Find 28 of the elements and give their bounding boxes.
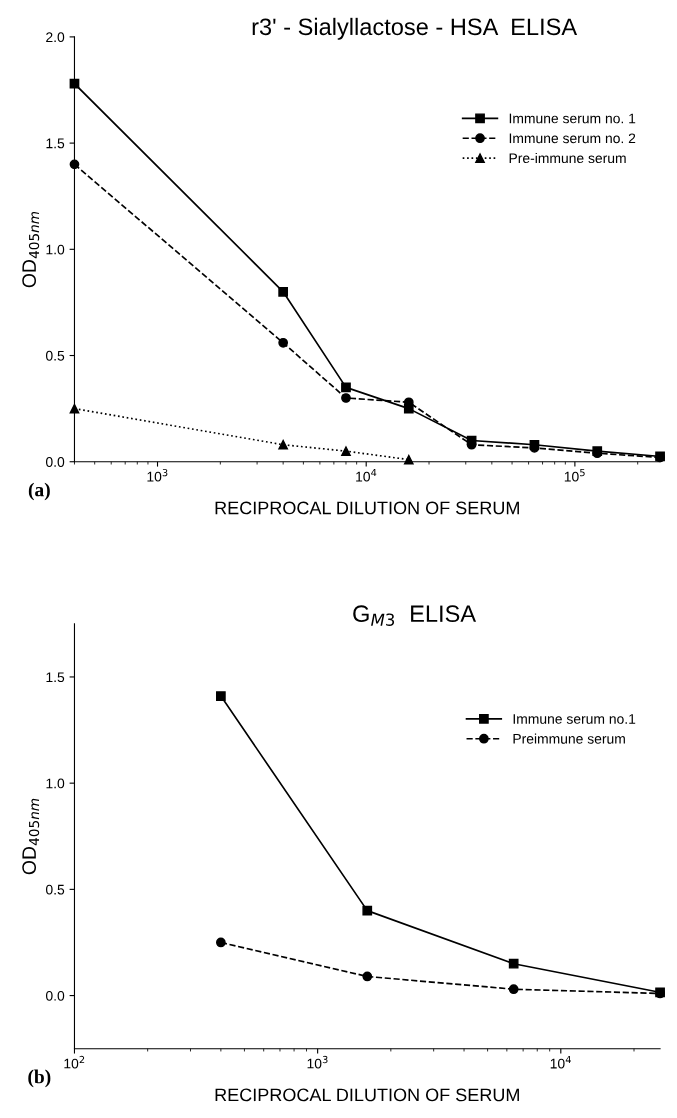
x-tick-label: 10$^{5}$	[564, 469, 585, 482]
x-axis-title: RECIPROCAL DILUTION OF SERUM	[215, 501, 519, 515]
legend-label: Immune serum no.1	[513, 714, 636, 724]
text: (b)	[28, 1069, 51, 1088]
x-tick-label: 10$^{3}$	[307, 1055, 328, 1069]
legend-label: Preimmune serum	[513, 733, 625, 744]
chart-title: G$_{M3}$ ELISA	[353, 605, 477, 626]
y-axis-title: OD$_{405nm}$	[22, 798, 40, 875]
y-tick-label: 1.0	[46, 244, 65, 255]
x-tick-label: 10$^{3}$	[147, 468, 168, 482]
legend-label: Pre-immune serum	[509, 152, 626, 164]
y-tick-label: 1.5	[46, 672, 65, 683]
y-tick-label: 0.0	[45, 990, 65, 1001]
text: (a)	[28, 482, 50, 501]
x-tick-label: 10$^{2}$	[64, 1055, 85, 1069]
y-tick-label: 0.0	[45, 457, 65, 467]
legend-label: Immune serum no. 1	[509, 113, 636, 124]
chart-title: r3' - Sialyllactose - HSA ELISA	[252, 17, 578, 40]
x-tick-label: 10$^{4}$	[550, 1055, 571, 1069]
y-tick-label: 0.5	[45, 884, 65, 895]
y-tick-label: 0.5	[45, 350, 65, 361]
y-tick-label: 2.0	[46, 32, 65, 43]
x-tick-label: 10$^{4}$	[356, 469, 377, 482]
y-axis-title: OD$_{405nm}$	[22, 211, 40, 288]
x-axis-title: RECIPROCAL DILUTION OF SERUM	[215, 1088, 519, 1102]
y-tick-label: 1.5	[46, 138, 65, 149]
y-tick-label: 1.0	[46, 778, 65, 789]
legend-label: Immune serum no. 2	[509, 133, 636, 144]
